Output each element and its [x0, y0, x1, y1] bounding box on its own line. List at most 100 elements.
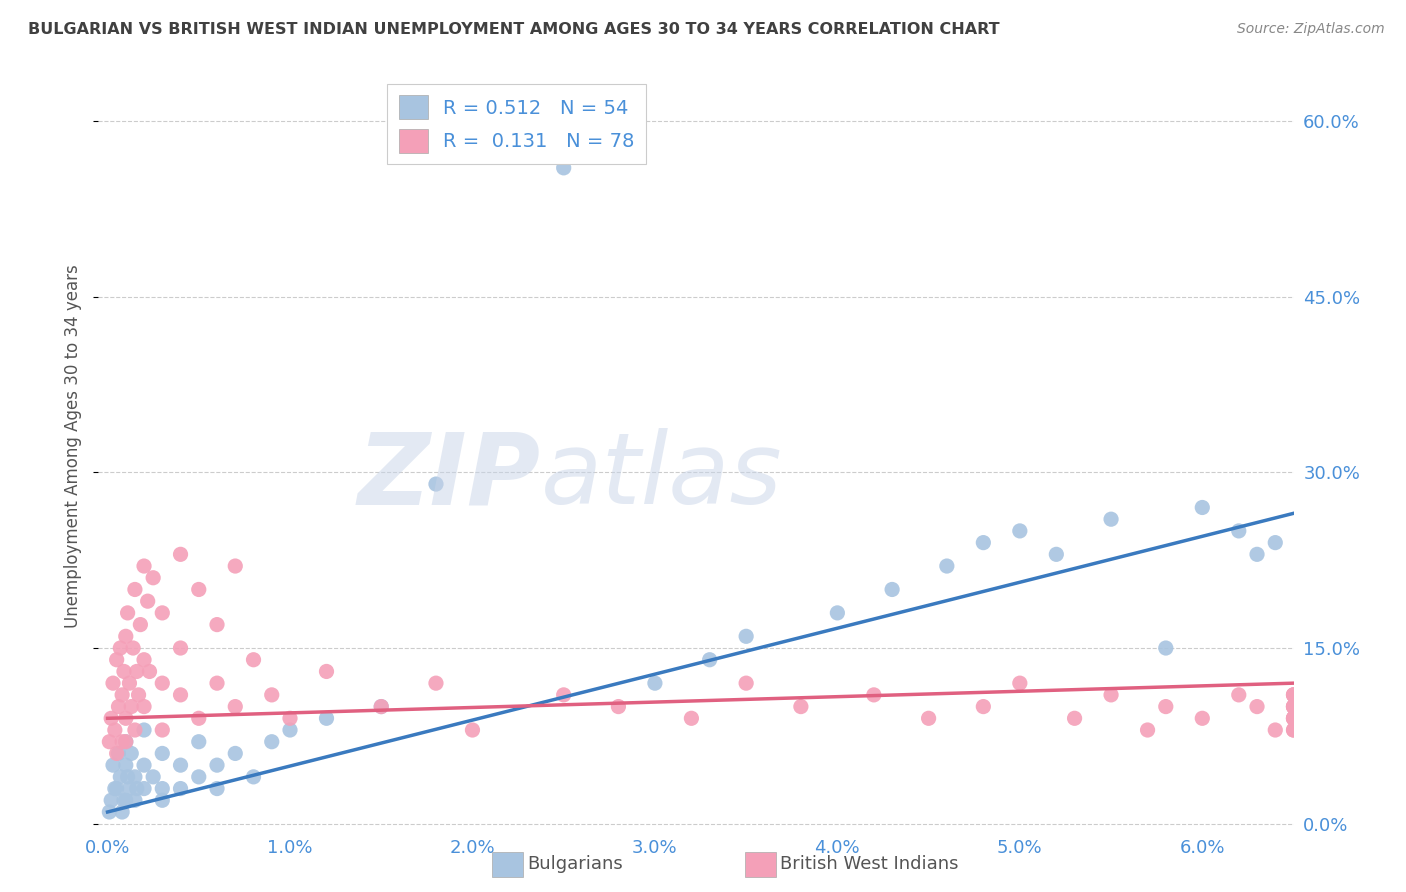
Point: [1191, 711, 1213, 725]
Point: [117, 770, 139, 784]
Point: [107, 747, 129, 761]
Point: [735, 629, 758, 643]
Point: [150, 606, 173, 620]
Point: [553, 688, 575, 702]
Point: [644, 676, 666, 690]
Point: [224, 559, 246, 574]
Text: ZIP: ZIP: [357, 428, 541, 525]
Point: [1282, 699, 1305, 714]
Point: [104, 781, 127, 796]
Point: [607, 699, 630, 714]
Point: [132, 653, 155, 667]
Point: [150, 793, 173, 807]
Point: [120, 699, 142, 714]
Point: [98, 805, 121, 819]
Point: [1282, 699, 1305, 714]
Point: [125, 781, 148, 796]
Point: [1227, 688, 1250, 702]
Point: [315, 711, 337, 725]
Point: [114, 711, 136, 725]
Point: [104, 723, 127, 737]
Point: [1136, 723, 1159, 737]
Point: [105, 781, 128, 796]
Point: [370, 699, 392, 714]
Point: [132, 723, 155, 737]
Point: [124, 770, 146, 784]
Point: [935, 559, 957, 574]
Point: [169, 781, 191, 796]
Point: [1045, 547, 1067, 561]
Point: [138, 665, 160, 679]
Point: [114, 735, 136, 749]
Point: [1154, 699, 1177, 714]
Point: [114, 735, 136, 749]
Point: [425, 676, 447, 690]
Point: [169, 547, 191, 561]
Point: [972, 535, 994, 549]
Point: [1282, 711, 1305, 725]
Point: [1008, 676, 1031, 690]
Point: [98, 735, 121, 749]
Point: [1282, 688, 1305, 702]
Point: [242, 653, 264, 667]
Text: BULGARIAN VS BRITISH WEST INDIAN UNEMPLOYMENT AMONG AGES 30 TO 34 YEARS CORRELAT: BULGARIAN VS BRITISH WEST INDIAN UNEMPLO…: [28, 22, 1000, 37]
Point: [114, 629, 136, 643]
Point: [150, 723, 173, 737]
Point: [118, 781, 141, 796]
Point: [205, 676, 228, 690]
Text: British West Indians: British West Indians: [780, 855, 959, 873]
Point: [120, 747, 142, 761]
Point: [1282, 688, 1305, 702]
Point: [132, 781, 155, 796]
Point: [882, 582, 904, 597]
Point: [117, 606, 139, 620]
Point: [111, 735, 134, 749]
Point: [370, 699, 392, 714]
Point: [1282, 711, 1305, 725]
Point: [917, 711, 939, 725]
Point: [101, 758, 124, 772]
Point: [1099, 688, 1122, 702]
Point: [790, 699, 813, 714]
Point: [1099, 512, 1122, 526]
Point: [972, 699, 994, 714]
Point: [425, 477, 447, 491]
Point: [187, 770, 209, 784]
Point: [1191, 500, 1213, 515]
Point: [224, 699, 246, 714]
Point: [1282, 723, 1305, 737]
Point: [124, 723, 146, 737]
Point: [142, 770, 165, 784]
Point: [114, 793, 136, 807]
Point: [118, 676, 141, 690]
Point: [1282, 688, 1305, 702]
Point: [205, 617, 228, 632]
Point: [111, 805, 134, 819]
Point: [169, 688, 191, 702]
Point: [114, 758, 136, 772]
Point: [1154, 640, 1177, 655]
Point: [142, 571, 165, 585]
Point: [553, 161, 575, 175]
Point: [125, 665, 148, 679]
Point: [150, 676, 173, 690]
Point: [136, 594, 159, 608]
Text: Source: ZipAtlas.com: Source: ZipAtlas.com: [1237, 22, 1385, 37]
Point: [128, 688, 150, 702]
Point: [187, 582, 209, 597]
Point: [461, 723, 484, 737]
Point: [699, 653, 721, 667]
Point: [205, 758, 228, 772]
Point: [1282, 711, 1305, 725]
Point: [110, 770, 132, 784]
Point: [224, 747, 246, 761]
Point: [122, 640, 145, 655]
Point: [260, 735, 283, 749]
Point: [315, 665, 337, 679]
Point: [132, 699, 155, 714]
Point: [681, 711, 703, 725]
Point: [1282, 699, 1305, 714]
Point: [101, 676, 124, 690]
Point: [1264, 723, 1286, 737]
Point: [260, 688, 283, 702]
